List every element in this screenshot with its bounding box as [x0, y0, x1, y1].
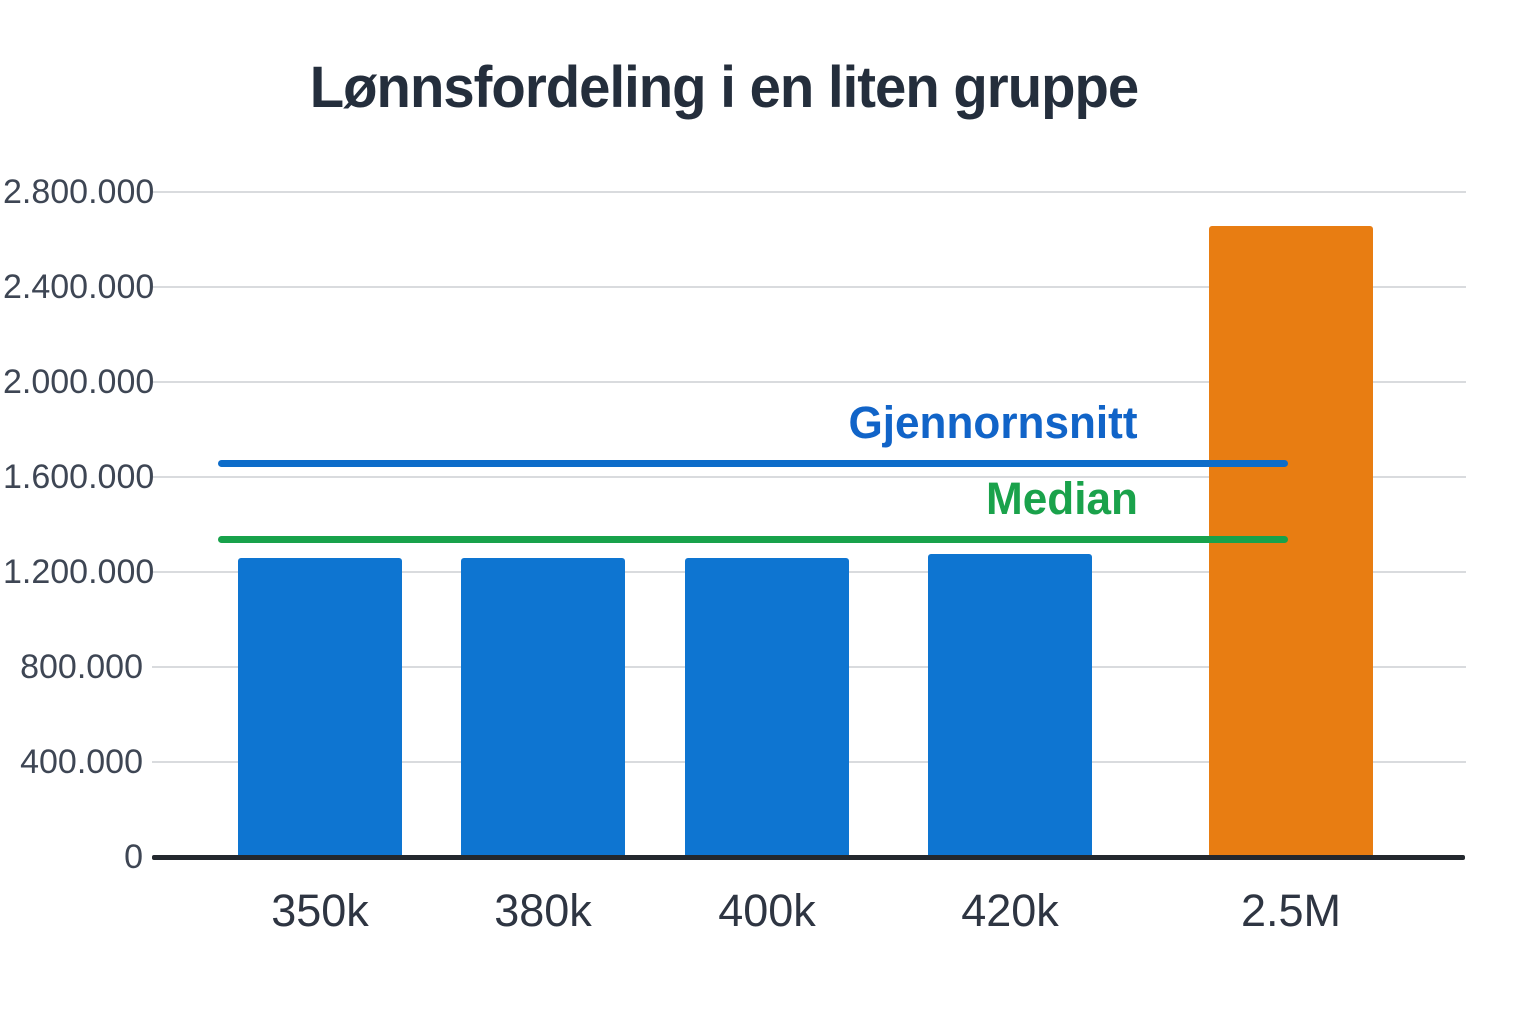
x-tick-label-350k: 350k [271, 885, 369, 936]
y-tick-label-1.600.000: 1.600.000 [3, 458, 155, 496]
x-tick-label-420k: 420k [961, 885, 1059, 936]
y-tick-label-800.000: 800.000 [20, 648, 143, 686]
y-tick-label-400.000: 400.000 [20, 743, 143, 781]
y-tick-label-1.200.000: 1.200.000 [3, 553, 155, 591]
x-axis-line [152, 855, 1465, 860]
reference-line-label-gjennornsnitt: Gjennornsnitt [848, 397, 1138, 449]
bar-420k [928, 554, 1092, 855]
gridline-2800000 [152, 191, 1466, 193]
reference-line-median [218, 536, 1288, 544]
y-tick-label-2.000.000: 2.000.000 [3, 363, 155, 401]
gridline-2400000 [152, 286, 1466, 288]
y-tick-label-0: 0 [124, 838, 143, 876]
x-tick-label-380k: 380k [494, 885, 592, 936]
reference-line-label-median: Median [986, 473, 1138, 525]
y-tick-label-2.400.000: 2.400.000 [3, 268, 155, 306]
reference-line-gjennornsnitt [218, 460, 1288, 468]
y-tick-label-2.800.000: 2.800.000 [3, 173, 155, 211]
gridline-1600000 [152, 476, 1466, 478]
gridline-2000000 [152, 381, 1466, 383]
chart-title: Lønnsfordeling i en liten gruppe [309, 55, 1139, 120]
bar-380k [461, 557, 625, 855]
bar-350k [238, 557, 402, 855]
bar-400k [685, 557, 849, 855]
x-tick-label-2.5M: 2.5M [1240, 885, 1342, 936]
x-tick-label-400k: 400k [718, 885, 816, 936]
